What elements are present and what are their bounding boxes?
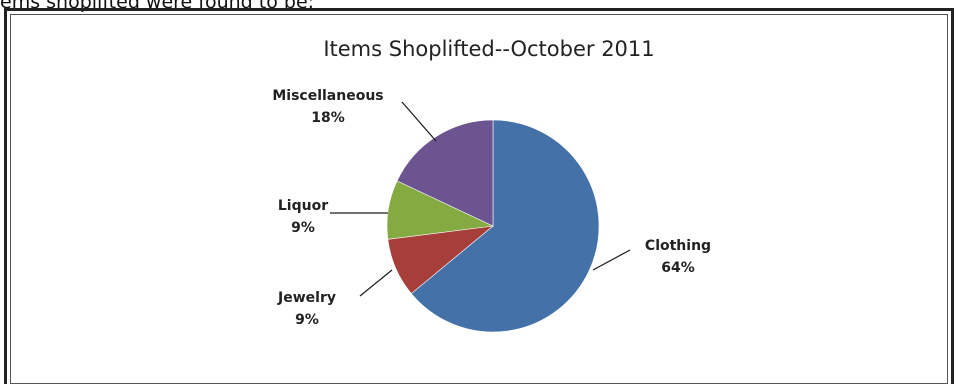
pie-slice-clothing [410, 119, 600, 333]
leader-lines [330, 101, 631, 297]
slice-percent-liquor: 9% [291, 220, 315, 236]
chart-title: Items Shoplifted--October 2011 [323, 37, 654, 61]
leader-line-jewelry [359, 269, 393, 297]
slice-percent-jewelry: 9% [295, 312, 319, 328]
slice-label-clothing: Clothing [645, 238, 711, 254]
pie-slice-miscellaneous [396, 119, 494, 227]
slice-label-liquor: Liquor [278, 198, 328, 214]
outer-frame [4, 8, 954, 384]
slice-label-miscellaneous: Miscellaneous [272, 88, 383, 104]
slice-labels: Clothing 64% Jewelry 9% Liquor 9% Miscellaneou… [272, 88, 711, 328]
leader-line-clothing [592, 249, 631, 271]
leader-line-miscellaneous [401, 101, 437, 142]
slice-percent-clothing: 64% [661, 260, 695, 276]
pie-slices [386, 119, 600, 333]
slice-percent-miscellaneous: 18% [311, 110, 345, 126]
slice-label-jewelry: Jewelry [277, 290, 336, 306]
